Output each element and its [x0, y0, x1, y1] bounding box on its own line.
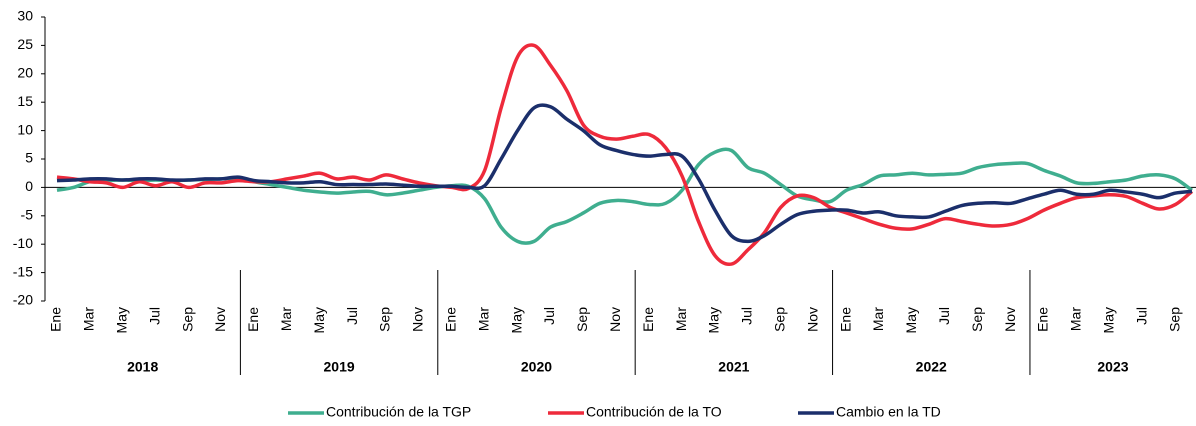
x-tick-label: Nov [607, 307, 623, 332]
year-label: 2020 [521, 359, 552, 375]
x-tick-label: May [311, 307, 327, 333]
x-tick-label: Mar [1068, 307, 1084, 331]
year-label: 2018 [127, 359, 158, 375]
year-label: 2023 [1097, 359, 1128, 375]
y-tick-label: 30 [17, 8, 33, 24]
x-tick-label: May [1100, 307, 1116, 333]
x-tick-label: Ene [245, 307, 261, 332]
x-tick-label: Ene [48, 307, 64, 332]
year-label: 2022 [916, 359, 947, 375]
x-tick-label: May [114, 307, 130, 333]
y-tick-label: -5 [21, 207, 34, 223]
series-line [56, 103, 1193, 244]
y-tick-label: 10 [17, 121, 33, 137]
x-tick-label: Ene [442, 307, 458, 332]
x-tick-label: May [508, 307, 524, 333]
y-tick-label: 15 [17, 93, 33, 109]
x-tick-label: Jul [936, 307, 952, 325]
x-tick-label: Ene [837, 307, 853, 332]
y-tick-label: 0 [25, 178, 33, 194]
x-tick-label: Sep [771, 307, 787, 332]
x-tick-label: May [706, 307, 722, 333]
x-tick-label: Sep [377, 307, 393, 332]
y-tick-label: -20 [13, 292, 33, 308]
y-tick-label: 20 [17, 65, 33, 81]
x-tick-label: Nov [410, 307, 426, 332]
y-tick-label: 25 [17, 36, 33, 52]
x-tick-label: Jul [146, 307, 162, 325]
x-tick-label: Mar [81, 307, 97, 331]
x-tick-label: Mar [278, 307, 294, 331]
x-tick-label: Nov [212, 307, 228, 332]
y-tick-label: 5 [25, 150, 33, 166]
x-tick-label: Sep [1166, 307, 1182, 332]
legend-label: Contribución de la TO [586, 404, 722, 420]
x-tick-label: Ene [640, 307, 656, 332]
x-tick-label: Sep [179, 307, 195, 332]
legend-label: Contribución de la TGP [326, 404, 471, 420]
x-tick-label: Jul [541, 307, 557, 325]
x-tick-label: Mar [673, 307, 689, 331]
x-tick-label: May [903, 307, 919, 333]
x-tick-label: Nov [804, 307, 820, 332]
y-tick-label: -15 [13, 263, 33, 279]
x-tick-label: Sep [574, 307, 590, 332]
legend-label: Cambio en la TD [836, 404, 941, 420]
year-label: 2019 [324, 359, 355, 375]
x-tick-label: Jul [739, 307, 755, 325]
x-tick-label: Jul [1133, 307, 1149, 325]
year-label: 2021 [718, 359, 749, 375]
x-tick-label: Mar [870, 307, 886, 331]
series-line [56, 147, 1194, 245]
x-tick-label: Ene [1035, 307, 1051, 332]
x-tick-label: Nov [1002, 307, 1018, 332]
x-tick-label: Sep [969, 307, 985, 332]
y-tick-label: -10 [13, 235, 33, 251]
x-tick-label: Jul [344, 307, 360, 325]
x-tick-label: Mar [475, 307, 491, 331]
series-line [56, 43, 1194, 267]
